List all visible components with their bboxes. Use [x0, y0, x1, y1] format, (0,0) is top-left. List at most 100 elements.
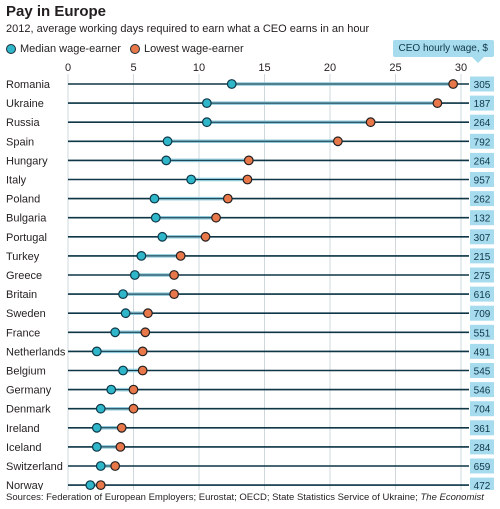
ceo-wage-box-8: [470, 229, 494, 245]
point-median-4: [161, 155, 172, 166]
x-tick-label-0: 0: [65, 62, 71, 74]
point-lowest-4: [243, 155, 254, 166]
ceo-wage-box-7: [470, 210, 494, 226]
ceo-wage-value-4: 264: [474, 156, 491, 167]
point-lowest-17: [128, 403, 139, 414]
point-lowest-16: [128, 384, 139, 395]
point-median-5: [186, 174, 197, 185]
ceo-wage-box-20: [470, 458, 494, 474]
point-lowest-18: [116, 422, 127, 433]
ceo-wage-box-19: [470, 439, 494, 455]
ceo-wage-value-9: 215: [474, 252, 491, 263]
x-tick-label-4: 20: [324, 62, 336, 74]
x-tick-label-3: 15: [258, 62, 270, 74]
country-label-16: Germany: [6, 385, 52, 397]
ceo-wage-box-15: [470, 363, 494, 378]
point-lowest-1: [432, 98, 443, 108]
ceo-wage-value-8: 307: [474, 233, 491, 244]
point-lowest-8: [200, 231, 211, 242]
country-label-6: Poland: [6, 194, 40, 206]
source-text: Sources: Federation of European Employer…: [6, 492, 421, 503]
country-label-4: Hungary: [6, 155, 48, 167]
ceo-wage-box-10: [470, 267, 494, 283]
point-lowest-10: [169, 270, 180, 280]
ceo-wage-value-5: 957: [474, 176, 491, 187]
country-label-8: Portugal: [6, 232, 47, 244]
point-median-10: [129, 270, 140, 280]
point-lowest-3: [332, 136, 343, 147]
country-label-14: Netherlands: [6, 346, 66, 358]
point-median-16: [106, 384, 117, 395]
point-lowest-7: [211, 212, 221, 223]
ceo-wage-box-0: [470, 76, 494, 92]
point-lowest-14: [137, 346, 148, 357]
ceo-wage-box-16: [470, 382, 494, 398]
point-lowest-21: [95, 480, 106, 490]
ceo-wage-box-13: [470, 324, 494, 340]
ceo-wage-value-17: 704: [474, 405, 491, 416]
point-median-20: [95, 461, 106, 471]
ceo-wage-value-1: 187: [474, 99, 491, 110]
legend-median: Median wage-earner: [6, 43, 121, 55]
point-median-19: [91, 442, 102, 452]
ceo-wage-box-11: [470, 286, 494, 302]
legend-median-label: Median wage-earner: [20, 43, 121, 55]
point-median-17: [95, 403, 106, 414]
country-label-12: Sweden: [6, 308, 46, 320]
ceo-wage-box-14: [470, 343, 494, 359]
country-label-19: Iceland: [6, 442, 41, 454]
point-median-0: [226, 79, 237, 89]
ceo-wage-value-14: 491: [474, 347, 491, 358]
x-tick-label-5: 25: [389, 62, 401, 74]
point-median-3: [162, 136, 173, 147]
source-note: Sources: Federation of European Employer…: [6, 492, 484, 503]
ceo-wage-value-0: 305: [474, 80, 491, 91]
ceo-wage-box-21: [470, 477, 494, 490]
point-median-6: [149, 193, 160, 204]
country-label-3: Spain: [6, 136, 34, 148]
ceo-wage-box-17: [470, 401, 494, 417]
ceo-wage-value-16: 546: [474, 386, 491, 397]
country-label-5: Italy: [6, 175, 27, 187]
legend-lowest-marker: [130, 44, 140, 54]
country-label-17: Denmark: [6, 404, 51, 416]
country-label-10: Greece: [6, 270, 42, 282]
ceo-wage-box-18: [470, 420, 494, 436]
legend-median-marker: [6, 44, 16, 54]
point-lowest-6: [222, 193, 233, 204]
point-median-7: [150, 212, 161, 223]
point-lowest-9: [175, 250, 186, 261]
point-lowest-15: [137, 365, 148, 376]
ceo-wage-box-1: [470, 95, 494, 111]
point-lowest-2: [365, 117, 376, 128]
point-median-21: [85, 480, 96, 490]
legend-lowest-label: Lowest wage-earner: [144, 43, 244, 55]
point-median-18: [91, 422, 102, 433]
ceo-wage-box-12: [470, 305, 494, 321]
ceo-wage-value-10: 275: [474, 271, 491, 282]
ceo-wage-value-13: 551: [474, 328, 491, 339]
country-label-1: Ukraine: [6, 98, 44, 110]
country-label-13: France: [6, 327, 40, 339]
ceo-wage-value-2: 264: [474, 118, 491, 129]
chart-plot: 0 5 10 15 20 25 30 Romania 305 Ukraine 187 Russia 26…: [6, 62, 494, 490]
ceo-wage-box-6: [470, 191, 494, 207]
legend-lowest: Lowest wage-earner: [130, 43, 244, 55]
ceo-wage-value-21: 472: [474, 481, 491, 490]
ceo-wage-value-6: 262: [474, 195, 491, 206]
ceo-wage-box-2: [470, 114, 494, 130]
country-label-11: Britain: [6, 289, 37, 301]
chart-subtitle: 2012, average working days required to e…: [6, 23, 370, 35]
point-median-9: [136, 250, 147, 261]
ceo-wage-header: CEO hourly wage, $: [392, 40, 494, 57]
point-median-14: [91, 346, 102, 357]
ceo-wage-value-19: 284: [474, 443, 491, 454]
x-tick-label-6: 30: [455, 62, 467, 74]
country-label-7: Bulgaria: [6, 213, 47, 225]
ceo-wage-value-11: 616: [474, 290, 491, 301]
point-lowest-13: [140, 327, 151, 338]
country-label-2: Russia: [6, 117, 41, 129]
chart-title: Pay in Europe: [6, 3, 107, 20]
source-italic: The Economist: [420, 492, 484, 503]
point-lowest-20: [110, 461, 121, 471]
